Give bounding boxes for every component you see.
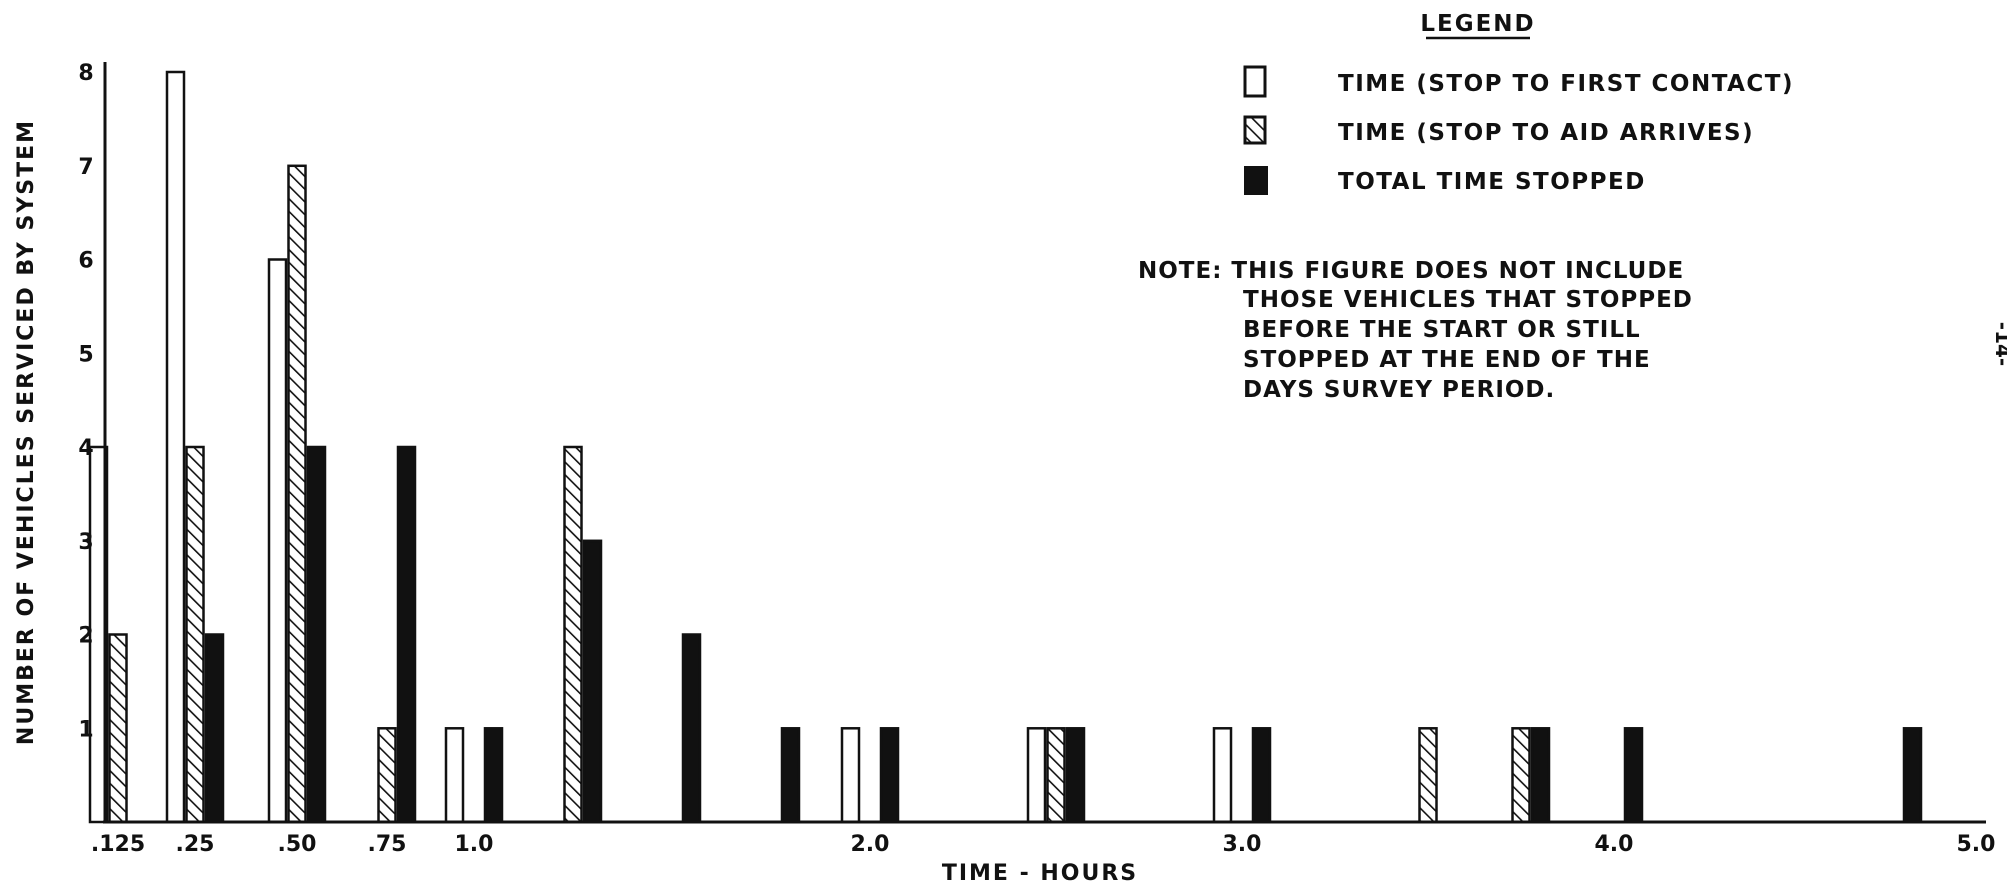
legend-swatch-open: [1243, 65, 1267, 98]
bar-open-4: [840, 727, 861, 824]
bar-solid-6: [780, 727, 801, 824]
x-tick-label: .50: [278, 832, 317, 857]
bar-solid-1: [306, 445, 327, 824]
x-tick-label: 2.0: [851, 832, 890, 857]
x-tick-label: 5.0: [1957, 832, 1996, 857]
bar-solid-9: [1251, 727, 1272, 824]
note-block: NOTE: THIS FIGURE DOES NOT INCLUDE THOSE…: [1138, 258, 1693, 403]
bar-open-6: [1212, 727, 1233, 824]
note-line-3: BEFORE THE START OR STILL: [1243, 317, 1641, 343]
y-tick-label: 3: [78, 530, 93, 555]
y-tick-label: 1: [78, 717, 93, 742]
legend-title: LEGEND: [1420, 11, 1535, 37]
bar-solid-8: [1065, 727, 1086, 824]
legend-label-total-time: TOTAL TIME STOPPED: [1338, 169, 1646, 195]
bar-open-0: [88, 445, 109, 824]
note-line-2: THOSE VEHICLES THAT STOPPED: [1243, 287, 1693, 313]
bar-open-3: [444, 727, 465, 824]
bars-layer: [88, 70, 1923, 824]
bar-hatched-3: [377, 727, 397, 824]
bar-solid-4: [582, 539, 603, 824]
y-tick-label: 4: [78, 436, 93, 461]
bar-solid-5: [681, 633, 702, 824]
legend-swatch-hatched: [1243, 115, 1267, 145]
y-tick-label: 6: [78, 249, 93, 274]
bar-hatched-1: [185, 445, 205, 824]
bar-solid-11: [1623, 727, 1644, 824]
bar-hatched-5: [1046, 727, 1066, 824]
note-line-5: DAYS SURVEY PERIOD.: [1243, 377, 1555, 403]
legend-label-aid-arrives: TIME (STOP TO AID ARRIVES): [1338, 120, 1754, 146]
bar-solid-0: [204, 633, 225, 824]
bar-solid-12: [1902, 727, 1923, 824]
y-tick-label: 7: [78, 155, 93, 180]
page-number: -14-: [1991, 322, 2007, 366]
bar-hatched-0: [108, 633, 128, 824]
x-tick-label: .25: [176, 832, 215, 857]
x-axis-title: TIME - HOURS: [942, 861, 1138, 886]
note-line-4: STOPPED AT THE END OF THE: [1243, 347, 1651, 373]
bar-solid-2: [396, 445, 417, 824]
note-line-1: NOTE: THIS FIGURE DOES NOT INCLUDE: [1138, 258, 1684, 284]
y-tick-label: 2: [78, 624, 93, 649]
y-tick-label: 8: [78, 61, 93, 86]
x-tick-labels: .125 .25 .50 .75 1.0 2.0 3.0 4.0 5.0: [91, 832, 1996, 857]
y-tick-labels: 1 2 3 4 5 6 7 8: [78, 61, 93, 742]
x-tick-label: 4.0: [1595, 832, 1634, 857]
x-tick-label: 1.0: [455, 832, 494, 857]
x-tick-label: .125: [91, 832, 145, 857]
legend: LEGEND TIME (STOP TO FIRST CONTACT) TIME…: [1243, 11, 1794, 195]
legend-label-first-contact: TIME (STOP TO FIRST CONTACT): [1338, 71, 1794, 97]
bar-solid-7: [879, 727, 900, 824]
legend-swatch-solid: [1244, 166, 1268, 195]
x-tick-label: .75: [368, 832, 407, 857]
bar-hatched-2: [287, 164, 307, 824]
bar-open-5: [1026, 727, 1047, 824]
y-tick-label: 5: [78, 342, 93, 367]
bar-hatched-7: [1511, 727, 1531, 824]
x-tick-label: 3.0: [1223, 832, 1262, 857]
y-axis-title: NUMBER OF VEHICLES SERVICED BY SYSTEM: [14, 119, 39, 745]
bar-open-2: [267, 258, 288, 824]
bar-solid-3: [483, 727, 504, 824]
bar-hatched-6: [1418, 727, 1438, 824]
bar-solid-10: [1530, 727, 1551, 824]
bar-hatched-4: [563, 445, 583, 824]
bar-open-1: [165, 70, 186, 824]
